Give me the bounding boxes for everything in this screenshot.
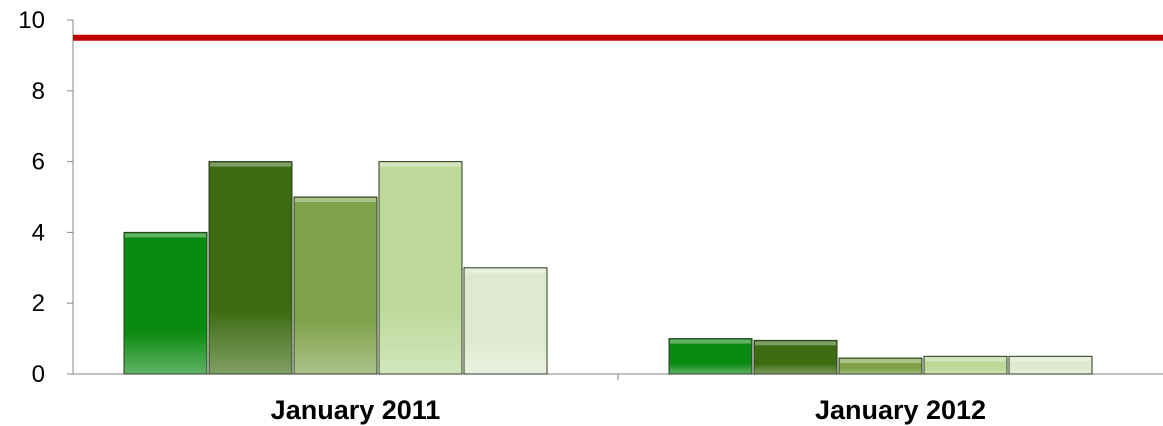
bar [463, 267, 548, 375]
y-tick-label: 8 [32, 78, 45, 105]
bar [753, 339, 838, 375]
bar [838, 357, 923, 375]
bar [923, 355, 1008, 375]
y-tick-label: 4 [32, 219, 45, 246]
y-tick-label: 2 [32, 290, 45, 317]
bar [208, 161, 293, 375]
y-tick-label: 6 [32, 149, 45, 176]
labels: 0 2 4 6 8 10 January 2011 January 2012 [18, 7, 986, 425]
y-tick-label: 0 [32, 361, 45, 388]
bar [123, 231, 208, 375]
bar [1008, 355, 1093, 375]
x-category-label: January 2012 [815, 395, 986, 425]
bar [293, 196, 378, 375]
bar [668, 338, 753, 375]
bar [378, 161, 463, 375]
x-category-label: January 2011 [271, 395, 441, 425]
bars [123, 161, 1093, 375]
y-tick-label: 10 [18, 7, 45, 34]
